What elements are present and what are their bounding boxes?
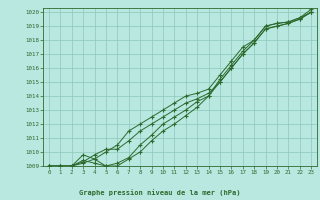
Text: Graphe pression niveau de la mer (hPa): Graphe pression niveau de la mer (hPa): [79, 189, 241, 196]
